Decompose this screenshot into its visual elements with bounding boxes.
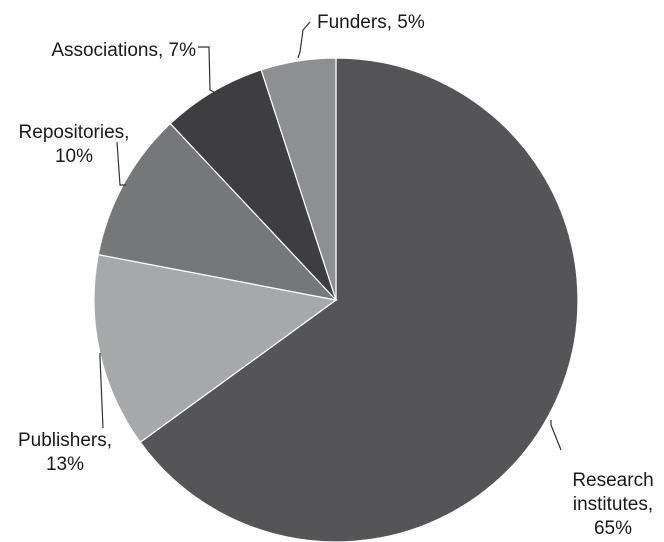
leader-line-publishers [99,353,104,429]
pie-slice-publishers [93,253,338,444]
slice-label-line: 65% [594,518,632,539]
leader-line-repositories [116,141,126,186]
slice-labels: Research institutes, 65% Publishers, 13% Repo… [18,12,654,539]
leader-line-research-institutes [550,420,562,451]
pie-slice-research-institutes [139,57,579,542]
pie-slice-funders [260,57,337,301]
slice-label-line: institutes, [573,494,653,515]
leader-line-associations [198,46,215,93]
slice-label-line: Repositories, [19,122,130,143]
slice-label-line: Publishers, [18,430,112,451]
leader-line-funders [297,21,311,59]
pie-slices [93,57,579,542]
slice-label-repositories: Repositories, 10% [19,122,130,167]
slice-label-research-institutes: Research institutes, 65% [572,470,653,539]
slice-label-line: 13% [46,454,84,475]
slice-label-associations: Associations, 7% [51,40,196,61]
slice-label-line: 10% [55,146,93,167]
slice-label-funders: Funders, 5% [317,12,425,33]
pie-slice-repositories [97,122,338,301]
slice-label-publishers: Publishers, 13% [18,430,112,475]
leader-lines [99,21,562,451]
slice-label-line: Funders, 5% [317,12,425,33]
slice-label-line: Associations, 7% [51,40,196,61]
slice-label-line: Research [572,470,653,491]
